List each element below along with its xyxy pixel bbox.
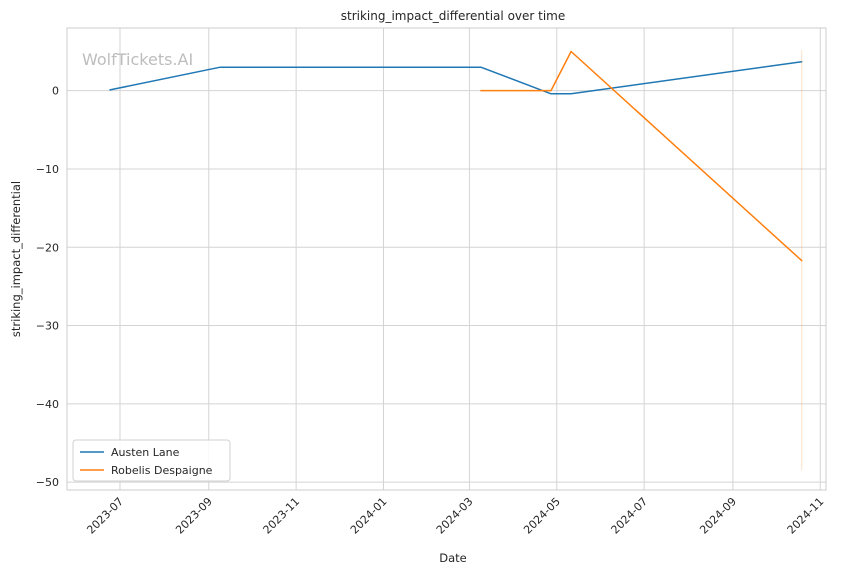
legend: Austen Lane Robelis Despaigne [72,439,231,482]
legend-label-robelis-despaigne: Robelis Despaigne [111,464,213,477]
y-tick-label: −40 [36,398,59,411]
y-axis-title: striking_impact_differential [9,181,23,337]
series-line-robelis-despaigne [480,50,803,262]
y-tick-label: −50 [36,476,59,489]
y-tick-label: −30 [36,320,59,333]
x-gridlines [119,28,821,490]
x-axis-title: Date [439,551,467,565]
series-layer [109,49,803,471]
y-tick-label: 0 [52,85,59,98]
watermark-text: WolfTickets.AI [82,50,193,69]
legend-box [72,439,231,482]
plot-area-border [66,27,827,491]
series-line-austen-lane [109,60,803,95]
legend-label-austen-lane: Austen Lane [111,446,180,459]
y-tick-label: −20 [36,241,59,254]
y-gridlines [67,90,826,483]
chart-title: striking_impact_differential over time [341,9,566,23]
y-tick-labels: 0 −10 −20 −30 −40 −50 [36,85,59,490]
y-tick-label: −10 [36,163,59,176]
